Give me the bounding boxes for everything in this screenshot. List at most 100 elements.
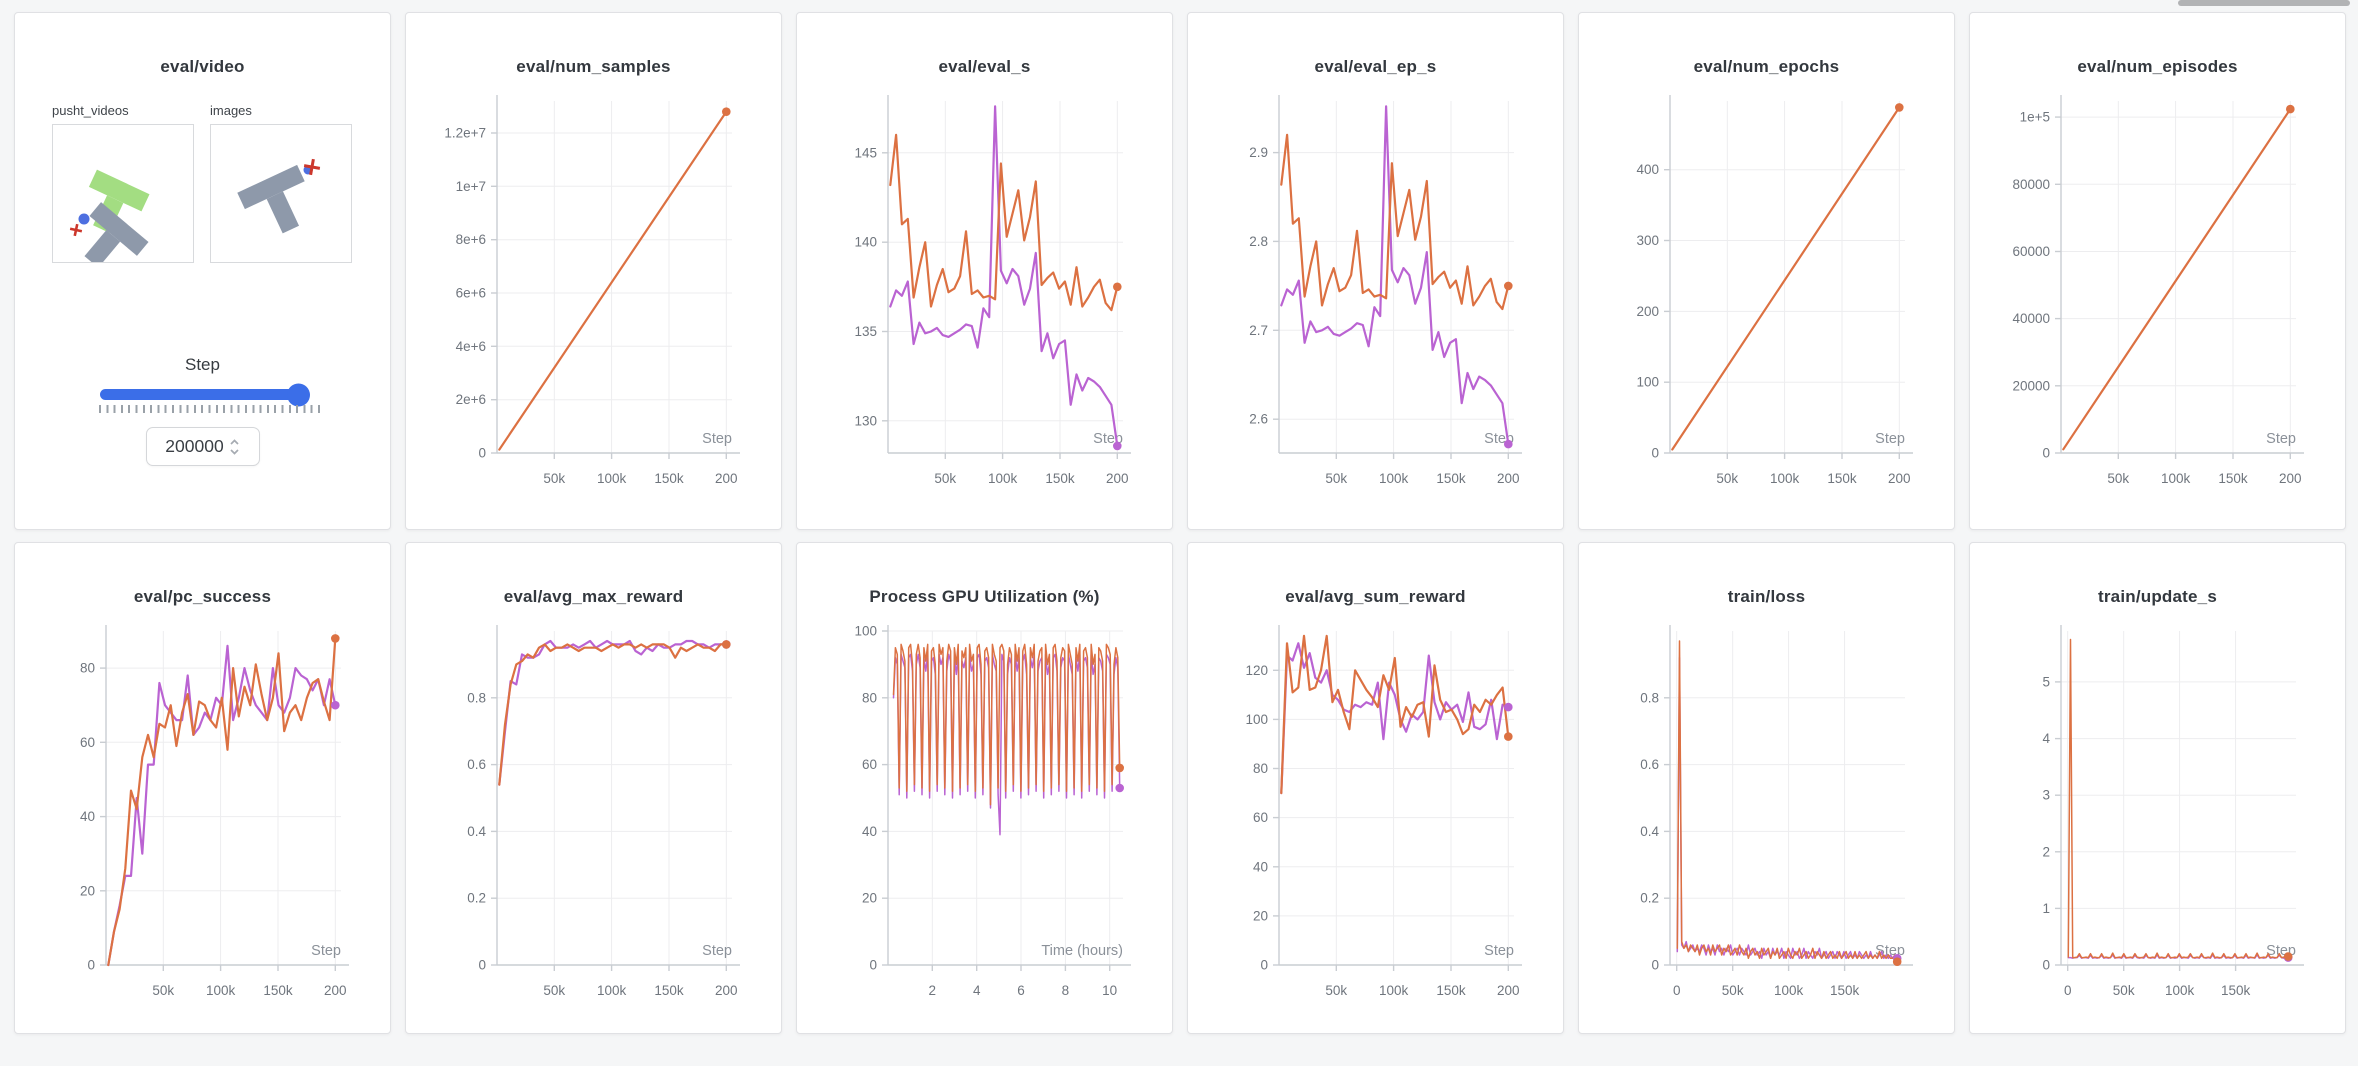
svg-text:2.9: 2.9: [1249, 145, 1268, 160]
svg-text:40: 40: [1253, 859, 1268, 874]
svg-text:0: 0: [87, 958, 95, 973]
svg-text:400: 400: [1636, 162, 1659, 177]
svg-text:150k: 150k: [1045, 471, 1075, 486]
svg-text:200: 200: [1497, 983, 1520, 998]
panel-title: eval/eval_ep_s: [1314, 57, 1437, 76]
svg-text:200: 200: [1888, 471, 1911, 486]
svg-text:20: 20: [862, 891, 877, 906]
svg-text:100k: 100k: [206, 983, 236, 998]
svg-text:0.8: 0.8: [1640, 690, 1659, 705]
svg-text:200: 200: [1636, 304, 1659, 319]
svg-text:100k: 100k: [1774, 983, 1804, 998]
panel-eval-pc-success: eval/pc_success 0 20 40 60 80 50k 100k 150k 200 S…: [14, 542, 391, 1034]
horizontal-scrollbar-thumb[interactable]: [2178, 0, 2350, 6]
svg-text:0: 0: [2042, 958, 2050, 973]
images-thumbnail[interactable]: [210, 124, 352, 263]
panel-title: eval/eval_s: [938, 57, 1031, 76]
chart-canvas-eval-num-samples[interactable]: 0 2e+6 4e+6 6e+6 8e+6 1e+7 1.2e+7 50k 100k 150k 20…: [406, 91, 781, 521]
svg-text:100k: 100k: [597, 983, 627, 998]
slider-tick-marks: [98, 405, 323, 413]
svg-text:20: 20: [80, 883, 95, 898]
svg-text:Step: Step: [702, 943, 732, 959]
svg-text:150k: 150k: [1436, 983, 1466, 998]
pusht-scene-image: [69, 169, 150, 262]
slider-knob[interactable]: [286, 383, 310, 406]
svg-text:100k: 100k: [1770, 471, 1800, 486]
svg-text:0: 0: [1673, 983, 1681, 998]
svg-text:150k: 150k: [1436, 471, 1466, 486]
svg-text:40: 40: [80, 809, 95, 824]
step-input[interactable]: 200000: [145, 427, 260, 466]
chart-canvas-eval-avg-sum-reward[interactable]: 0 20 40 60 80 100 120 50k 100k 150k 200 Step: [1188, 621, 1563, 1033]
svg-text:4: 4: [2042, 731, 2050, 746]
chart-canvas-eval-pc-success[interactable]: 0 20 40 60 80 50k 100k 150k 200 Step: [15, 621, 390, 1033]
svg-text:50k: 50k: [1722, 983, 1744, 998]
panel-eval-avg-max-reward: eval/avg_max_reward 0 0.2 0.4 0.6 0.8 50k 100k…: [405, 542, 782, 1034]
svg-text:100k: 100k: [2161, 471, 2191, 486]
svg-text:80: 80: [80, 661, 95, 676]
chart-canvas-process-gpu-utilization[interactable]: 0 20 40 60 80 100 2 4 6 8 10 Time (hours): [797, 621, 1172, 1033]
svg-text:0: 0: [1260, 958, 1268, 973]
svg-text:100k: 100k: [597, 471, 627, 486]
panel-eval-video: eval/video pusht_videos images: [14, 12, 391, 530]
svg-text:4e+6: 4e+6: [456, 339, 486, 354]
svg-text:150k: 150k: [2221, 983, 2251, 998]
chart-canvas-eval-num-epochs[interactable]: 0 100 200 300 400 50k 100k 150k 200 Step: [1579, 91, 1954, 521]
svg-text:100k: 100k: [1379, 471, 1409, 486]
svg-text:8: 8: [1062, 983, 1070, 998]
media-caption-images: images: [210, 103, 252, 118]
svg-text:50k: 50k: [2113, 983, 2135, 998]
svg-text:0.8: 0.8: [467, 690, 486, 705]
svg-text:100k: 100k: [1379, 983, 1409, 998]
svg-text:200: 200: [1106, 471, 1129, 486]
chart-canvas-eval-num-episodes[interactable]: 0 20000 40000 60000 80000 1e+5 50k 100k 150k 200 S…: [1970, 91, 2345, 521]
panel-process-gpu-utilization: Process GPU Utilization (%) 0 20 40 60 80 100…: [796, 542, 1173, 1034]
svg-text:6e+6: 6e+6: [456, 286, 486, 301]
svg-text:Step: Step: [311, 943, 341, 959]
target-cross-icon: [303, 158, 321, 176]
svg-text:0: 0: [1651, 446, 1659, 461]
svg-text:50k: 50k: [543, 471, 565, 486]
svg-text:150k: 150k: [654, 471, 684, 486]
panel-title: eval/num_epochs: [1693, 57, 1840, 76]
svg-text:300: 300: [1636, 233, 1659, 248]
panel-train-loss: train/loss 0 0.2 0.4 0.6 0.8 0 50k 100k 150k Step: [1578, 542, 1955, 1034]
svg-text:Step: Step: [1484, 943, 1514, 959]
step-slider[interactable]: [99, 383, 310, 406]
agent-dot: [78, 213, 90, 225]
svg-text:60: 60: [1253, 810, 1268, 825]
panel-title: eval/video: [160, 57, 245, 76]
media-captions: pusht_videos images: [52, 103, 390, 118]
svg-text:Step: Step: [1875, 431, 1905, 447]
svg-text:50k: 50k: [1325, 983, 1347, 998]
svg-text:200: 200: [1497, 471, 1520, 486]
step-slider-label: Step: [185, 355, 220, 374]
slider-track[interactable]: [99, 383, 310, 406]
svg-text:40000: 40000: [2012, 311, 2050, 326]
svg-text:5: 5: [2042, 674, 2050, 689]
panel-eval-avg-sum-reward: eval/avg_sum_reward 0 20 40 60 80 100 120 50k 10…: [1187, 542, 1564, 1034]
chart-canvas-eval-avg-max-reward[interactable]: 0 0.2 0.4 0.6 0.8 50k 100k 150k 200 Step: [406, 621, 781, 1033]
pusht-videos-thumbnail[interactable]: [52, 124, 194, 263]
panel-title: eval/num_episodes: [2077, 57, 2238, 76]
panel-title: train/update_s: [2098, 587, 2217, 606]
svg-text:40: 40: [862, 824, 877, 839]
svg-text:200: 200: [324, 983, 347, 998]
svg-text:80: 80: [862, 690, 877, 705]
svg-text:2: 2: [2042, 844, 2050, 859]
number-stepper-icon[interactable]: [229, 438, 240, 456]
svg-text:150k: 150k: [1827, 471, 1857, 486]
step-input-value[interactable]: 200000: [165, 436, 224, 456]
svg-text:2.7: 2.7: [1249, 323, 1268, 338]
target-cross-icon: [69, 223, 83, 237]
panel-title: eval/pc_success: [133, 587, 272, 606]
images-scene-image: [237, 158, 321, 234]
panel-title: train/loss: [1727, 587, 1806, 606]
svg-text:80000: 80000: [2012, 177, 2050, 192]
svg-text:150k: 150k: [654, 983, 684, 998]
panel-title: eval/avg_max_reward: [503, 587, 684, 606]
